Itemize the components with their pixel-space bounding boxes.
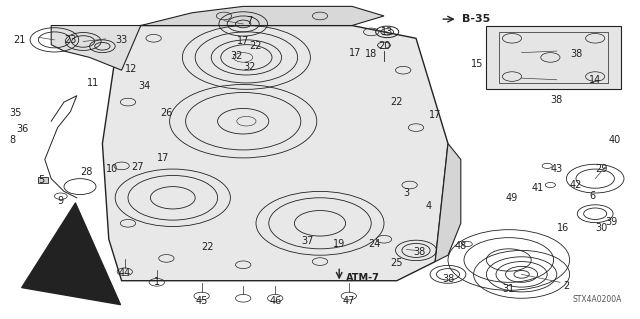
Text: 9: 9: [58, 196, 64, 206]
Text: 21: 21: [13, 35, 26, 45]
Text: 7: 7: [246, 16, 253, 26]
Text: 12: 12: [125, 63, 138, 74]
Text: 45: 45: [67, 269, 80, 279]
Text: 36: 36: [16, 124, 29, 134]
Text: 5: 5: [38, 175, 45, 185]
Text: 43: 43: [550, 164, 563, 174]
Text: STX4A0200A: STX4A0200A: [573, 295, 622, 304]
Text: 18: 18: [365, 49, 378, 59]
Text: 6: 6: [589, 191, 595, 201]
Text: 38: 38: [550, 95, 563, 106]
Text: 26: 26: [160, 108, 173, 118]
Text: 24: 24: [368, 239, 381, 249]
Text: FR.: FR.: [35, 272, 56, 291]
Text: 23: 23: [64, 35, 77, 45]
Polygon shape: [435, 144, 461, 262]
Text: ATM-7: ATM-7: [346, 272, 380, 283]
Text: 22: 22: [390, 97, 403, 107]
Text: 8: 8: [10, 135, 16, 145]
Text: 49: 49: [506, 193, 518, 203]
Text: 19: 19: [333, 239, 346, 249]
Polygon shape: [141, 6, 384, 26]
Text: 32: 32: [243, 62, 256, 72]
Text: 32: 32: [230, 51, 243, 61]
Text: 25: 25: [390, 258, 403, 268]
Text: 31: 31: [502, 284, 515, 294]
Text: 29: 29: [595, 164, 608, 174]
Text: 28: 28: [80, 167, 93, 177]
Text: 22: 22: [202, 242, 214, 252]
Polygon shape: [102, 26, 448, 281]
Text: 20: 20: [378, 41, 390, 51]
Text: 4: 4: [426, 201, 432, 211]
Text: 44: 44: [118, 268, 131, 278]
Text: 34: 34: [138, 81, 150, 91]
Text: 17: 17: [237, 36, 250, 47]
Text: 15: 15: [470, 59, 483, 69]
Text: 48: 48: [454, 241, 467, 251]
Polygon shape: [38, 177, 48, 183]
Text: 33: 33: [115, 35, 128, 45]
Text: 38: 38: [413, 247, 426, 257]
Bar: [499, 32, 608, 83]
Text: 40: 40: [608, 135, 621, 145]
Text: 14: 14: [589, 75, 602, 85]
Text: 3: 3: [403, 188, 410, 198]
Text: 16: 16: [557, 223, 570, 233]
Text: 38: 38: [570, 49, 582, 59]
Text: 17: 17: [157, 153, 170, 163]
Text: 1: 1: [154, 277, 160, 287]
Text: 47: 47: [342, 296, 355, 307]
Text: 2: 2: [563, 280, 570, 291]
Text: 10: 10: [106, 164, 118, 174]
Text: 13: 13: [381, 27, 394, 37]
Text: 17: 17: [429, 110, 442, 120]
Text: 39: 39: [605, 217, 618, 227]
Text: 37: 37: [301, 236, 314, 246]
Text: 11: 11: [86, 78, 99, 88]
Text: 30: 30: [595, 223, 608, 233]
Text: 17: 17: [349, 48, 362, 58]
Polygon shape: [51, 26, 141, 70]
Text: 41: 41: [531, 183, 544, 193]
Text: 42: 42: [570, 180, 582, 190]
Text: 45: 45: [195, 296, 208, 307]
Text: 22: 22: [250, 41, 262, 51]
Text: 46: 46: [269, 296, 282, 307]
Text: 35: 35: [10, 108, 22, 118]
Text: 27: 27: [131, 162, 144, 173]
Polygon shape: [486, 26, 621, 89]
Text: B-35: B-35: [462, 14, 490, 24]
Text: 38: 38: [442, 274, 454, 284]
